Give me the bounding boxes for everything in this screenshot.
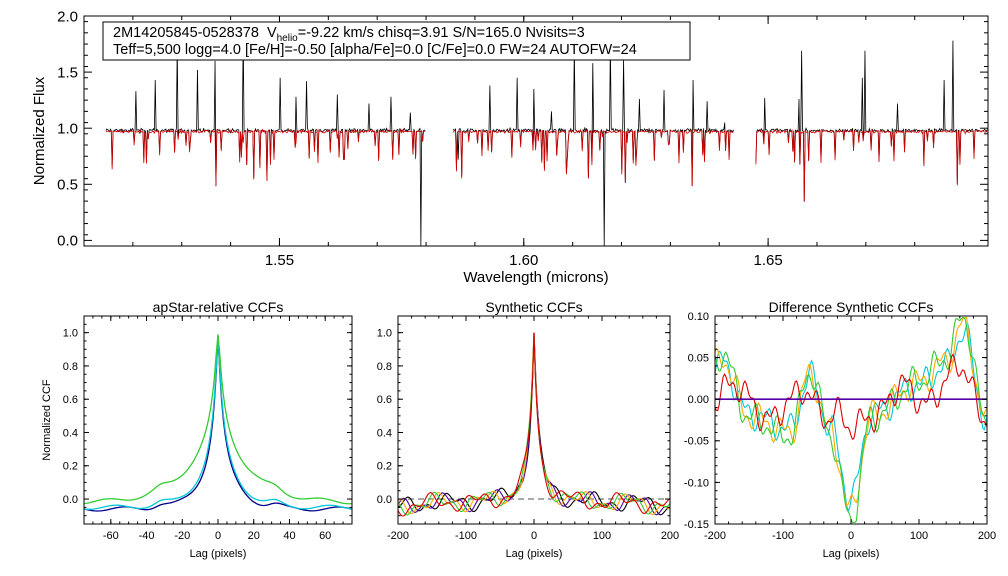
x-tick-label: -20 <box>174 530 190 542</box>
model-spectrum-chip-3 <box>755 128 988 202</box>
y-tick-label: 0.5 <box>57 177 78 194</box>
y-tick-label: -0.15 <box>684 519 709 531</box>
difference-ccf-series-2 <box>714 317 988 507</box>
apstar-ccf-lines <box>83 334 353 512</box>
y-tick-label: 1.0 <box>57 120 78 137</box>
vhelio-subscript: helio <box>277 33 299 44</box>
difference-ccf-ticks: -200 -100 0 100 200 -0.15 -0.10 -0.05 0.00 0.05 0.… <box>684 311 996 542</box>
annotation-line-1-rest: =-9.22 km/s chisq=3.91 S/N=165.0 Nvisits… <box>298 25 585 41</box>
model-spectrum-chip-1 <box>105 128 426 186</box>
apstar-ccf-y-label: Normalized CCF <box>41 379 53 461</box>
x-tick-label: 40 <box>283 530 295 542</box>
annotation-line-1: 2M14205845-0528378 Vhelio=-9.22 km/s chis… <box>113 25 585 44</box>
y-tick-label: 0.8 <box>63 361 78 373</box>
y-tick-label: -0.05 <box>684 436 709 448</box>
synthetic-ccf-series-5 <box>397 332 671 517</box>
apstar-ccf-ticks: -60 -40 -20 0 20 40 60 0.0 0.2 0.4 0.6 0.8 1.0 <box>63 315 353 542</box>
apstar-ccf-series-3 <box>83 334 353 505</box>
spectrum-ticks: 1.55 1.60 1.65 0.0 0.5 1.0 1.5 2.0 <box>57 8 988 269</box>
y-tick-label: 0.0 <box>57 233 78 250</box>
x-tick-label: 0 <box>531 530 537 542</box>
x-tick-label: -100 <box>455 530 477 542</box>
difference-ccf-series-4 <box>714 353 988 440</box>
x-tick-label: 1.65 <box>754 252 783 269</box>
spectrum-y-label: Normalized Flux <box>31 76 48 185</box>
y-tick-label: 1.0 <box>63 327 78 339</box>
synthetic-ccf-panel: Synthetic CCFs -200 -100 0 100 200 0.0 0.2 0.4 0… <box>377 299 679 560</box>
annotation-line-2: Teff=5,500 logg=4.0 [Fe/H]=-0.50 [alpha/… <box>113 42 637 58</box>
synthetic-ccf-ticks: -200 -100 0 100 200 0.0 0.2 0.4 0.6 0.8 1.0 <box>377 315 679 542</box>
x-tick-label: 0 <box>215 530 221 542</box>
spectrum-axes-frame <box>83 15 989 247</box>
synthetic-ccf-series-3 <box>397 332 671 516</box>
model-spectrum-chip-2 <box>452 128 734 187</box>
apstar-ccf-panel: apStar-relative CCFs -60 -40 -20 0 20 40 60 0.0… <box>41 299 353 560</box>
annotation-box <box>102 21 691 61</box>
synthetic-ccf-series-1 <box>397 332 671 516</box>
y-tick-label: 0.2 <box>377 461 392 473</box>
y-tick-label: 0.6 <box>377 394 392 406</box>
x-tick-label: -200 <box>704 530 726 542</box>
x-tick-label: 100 <box>910 530 928 542</box>
synthetic-ccf-x-label: Lag (pixels) <box>506 548 563 560</box>
y-tick-label: 0.10 <box>688 311 709 323</box>
y-tick-label: 0.00 <box>688 394 709 406</box>
x-tick-label: 200 <box>978 530 996 542</box>
x-tick-label: 60 <box>319 530 331 542</box>
y-tick-label: 0.4 <box>377 427 392 439</box>
spectrum-x-label: Wavelength (microns) <box>463 269 608 286</box>
x-tick-label: 1.55 <box>265 252 294 269</box>
x-tick-label: -40 <box>139 530 155 542</box>
y-tick-label: -0.10 <box>684 477 709 489</box>
spectrum-panel: 1.55 1.60 1.65 0.0 0.5 1.0 1.5 2.0 2M14205845-0… <box>31 8 989 286</box>
y-tick-label: 0.6 <box>63 394 78 406</box>
spectrum-lines <box>105 31 988 247</box>
difference-ccf-title: Difference Synthetic CCFs <box>769 299 934 315</box>
apstar-ccf-title: apStar-relative CCFs <box>153 299 284 315</box>
x-tick-label: -100 <box>772 530 794 542</box>
apstar-ccf-x-label: Lag (pixels) <box>190 548 247 560</box>
y-tick-label: 0.4 <box>63 427 78 439</box>
difference-ccf-x-label: Lag (pixels) <box>823 548 880 560</box>
synthetic-ccf-series-2 <box>397 332 671 516</box>
x-tick-label: 1.60 <box>509 252 538 269</box>
y-tick-label: 0.2 <box>63 461 78 473</box>
x-tick-label: 100 <box>593 530 611 542</box>
y-tick-label: 0.05 <box>688 352 709 364</box>
x-tick-label: -60 <box>103 530 119 542</box>
difference-ccf-panel: Difference Synthetic CCFs -200 -100 0 100 20… <box>684 299 996 560</box>
x-tick-label: 200 <box>661 530 679 542</box>
difference-ccf-series-3 <box>714 317 988 523</box>
apstar-ccf-series-2 <box>83 335 353 510</box>
vhelio-prefix: V <box>267 25 277 41</box>
difference-ccf-lines <box>714 317 988 523</box>
x-tick-label: 0 <box>848 530 854 542</box>
x-tick-label: -200 <box>387 530 409 542</box>
synthetic-ccf-series-4 <box>397 332 671 516</box>
star-id: 2M14205845-0528378 <box>113 25 259 41</box>
x-tick-label: 20 <box>248 530 260 542</box>
synthetic-ccf-lines <box>397 332 671 517</box>
y-tick-label: 1.0 <box>377 327 392 339</box>
y-tick-label: 1.5 <box>57 64 78 81</box>
synthetic-ccf-title: Synthetic CCFs <box>485 299 582 315</box>
difference-ccf-series-1 <box>714 323 988 513</box>
y-tick-label: 0.8 <box>377 361 392 373</box>
observed-spectrum-chip-3 <box>755 40 988 202</box>
y-tick-label: 2.0 <box>57 8 78 25</box>
y-tick-label: 0.0 <box>377 494 392 506</box>
difference-ccf-axes-frame <box>714 315 988 525</box>
y-tick-label: 0.0 <box>63 494 78 506</box>
observed-spectrum-chip-1 <box>105 31 426 247</box>
apstar-ccf-series-1 <box>83 335 353 512</box>
